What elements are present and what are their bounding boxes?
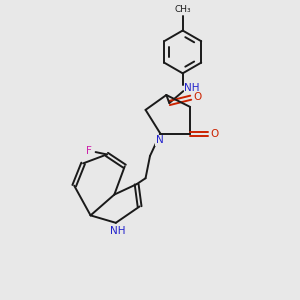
Text: F: F — [85, 146, 91, 156]
Text: O: O — [193, 92, 201, 101]
Text: N: N — [156, 135, 164, 145]
Text: NH: NH — [184, 83, 200, 93]
Text: NH: NH — [110, 226, 125, 236]
Text: O: O — [210, 129, 219, 139]
Text: CH₃: CH₃ — [174, 4, 191, 14]
